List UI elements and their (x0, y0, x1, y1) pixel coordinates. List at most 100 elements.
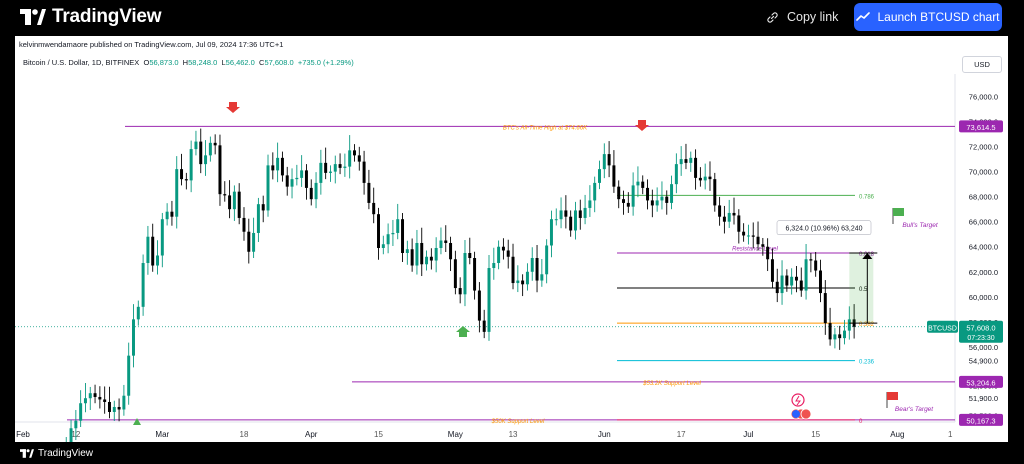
publisher-line: kelvinmwendamaore published on TradingVi… (19, 40, 284, 49)
high-value: 58,248.0 (188, 58, 218, 67)
time-marker-up (133, 418, 141, 425)
candle (780, 275, 784, 294)
candle (477, 290, 481, 321)
candle (103, 399, 107, 402)
candle (93, 393, 97, 397)
footer-logo[interactable]: TradingView (20, 448, 93, 459)
candle (535, 258, 539, 281)
candle (847, 319, 851, 331)
candle (213, 142, 217, 146)
candle (497, 246, 501, 264)
candle (151, 236, 155, 266)
candle (828, 323, 832, 340)
candle (708, 176, 712, 180)
candle (180, 169, 184, 180)
candle (641, 181, 645, 188)
symbol-tag-bg (927, 320, 958, 333)
support-50k-label: $50K Support Level (491, 419, 545, 425)
candle (175, 169, 179, 217)
resistance-label: Resistance Level (732, 246, 778, 252)
candle (703, 176, 707, 181)
candle (429, 256, 433, 261)
candle (300, 170, 304, 178)
candle (727, 212, 731, 222)
candle (218, 145, 222, 195)
support-50k-price-tag: 50,167.3 (966, 416, 995, 425)
candle (823, 293, 827, 324)
candle (204, 155, 208, 165)
candle (487, 268, 491, 332)
candle (324, 162, 328, 173)
candle (338, 164, 342, 168)
footer-brand: TradingView (38, 448, 94, 459)
candle (583, 207, 587, 218)
currency-button[interactable]: USD (962, 56, 1002, 73)
candle (482, 320, 486, 332)
y-tick-label: 51,900.0 (969, 394, 998, 403)
candle (530, 258, 534, 272)
copy-link-button[interactable]: Copy link (766, 10, 838, 24)
event-badge-icon[interactable] (800, 408, 812, 420)
y-tick-label: 76,000.0 (969, 93, 998, 102)
candle (722, 216, 726, 222)
candle (223, 194, 227, 196)
candle (314, 182, 318, 200)
x-tick-label: Aug (890, 430, 904, 439)
launch-chart-button[interactable]: Launch BTCUSD chart (854, 3, 1002, 31)
measure-label: 6,324.0 (10.96%) 63,240 (785, 226, 862, 233)
candle (838, 334, 842, 339)
candle (636, 181, 640, 186)
candle (391, 232, 395, 235)
x-tick-label: 13 (509, 430, 518, 439)
candle (751, 235, 755, 237)
price-chart[interactable]: 76,000.074,000.072,000.070,000.068,000.0… (15, 36, 1008, 442)
event-lightning-glyph (795, 395, 801, 406)
candle (549, 219, 553, 246)
candle (458, 288, 462, 295)
candle (420, 242, 424, 265)
support-up-arrow (456, 326, 470, 337)
candle (439, 240, 443, 248)
y-tick-label: 64,000.0 (969, 243, 998, 252)
candle (607, 154, 611, 166)
candle (573, 210, 577, 231)
candle (184, 179, 188, 181)
candle (141, 263, 145, 307)
candle (410, 249, 414, 266)
candle (617, 186, 621, 200)
event-lightning-icon[interactable] (791, 393, 805, 407)
candle (276, 157, 280, 171)
launch-chart-label: Launch BTCUSD chart (877, 10, 1000, 24)
x-tick-label: 18 (240, 430, 249, 439)
candle (69, 428, 73, 442)
candle (809, 259, 813, 261)
candle (242, 217, 246, 232)
candle (578, 210, 582, 218)
support-50k-price-tag-bg (959, 413, 1003, 426)
candle (655, 200, 659, 206)
candle (377, 214, 380, 248)
candle (569, 216, 573, 231)
candle (122, 395, 126, 410)
fib-level-label: 0.786 (859, 194, 875, 200)
change-value: +735.0 (+1.29%) (297, 58, 354, 67)
tradingview-logo[interactable]: TradingView (20, 6, 162, 28)
candle (333, 164, 337, 172)
candle (794, 276, 798, 281)
candle (165, 211, 169, 220)
x-tick-label: May (448, 430, 463, 439)
candle (146, 236, 150, 264)
x-tick-label: Jun (598, 430, 611, 439)
support-53k-label: $53.2K Support Level (642, 381, 701, 387)
candle (766, 246, 770, 260)
candle (598, 169, 601, 183)
candle (804, 259, 808, 291)
current-price-tag-bg (959, 320, 1003, 343)
candle (79, 403, 83, 421)
chart-line-icon (856, 12, 871, 21)
y-tick-label: 70,000.0 (969, 168, 998, 177)
candle (367, 182, 371, 203)
event-flag-icon[interactable] (792, 410, 800, 418)
candle (473, 258, 477, 291)
ath-price-tag-bg (959, 120, 1003, 133)
